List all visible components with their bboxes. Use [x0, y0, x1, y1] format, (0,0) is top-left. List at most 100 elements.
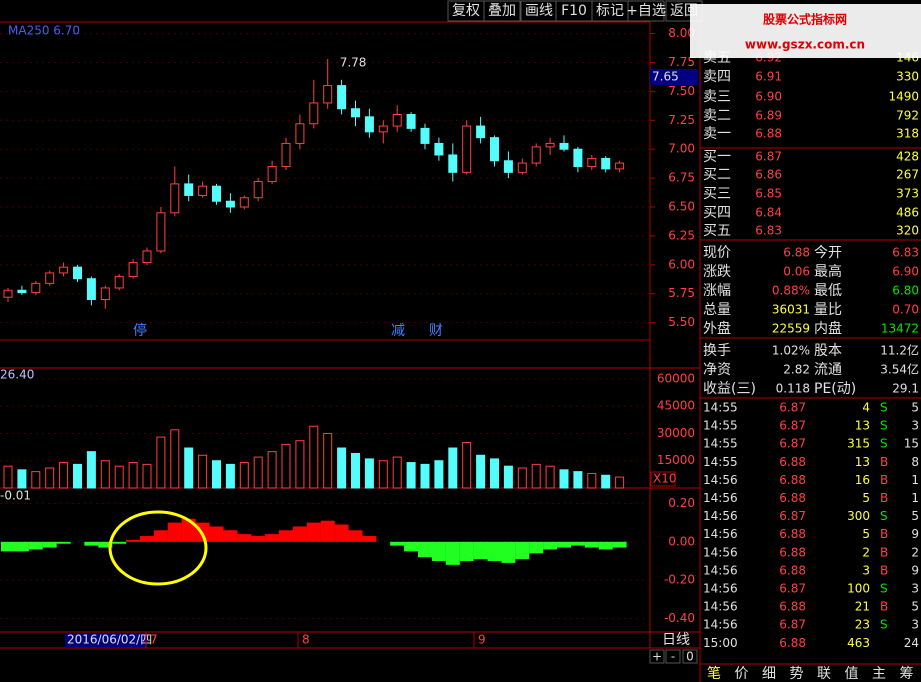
y-tick-label: 45000 [657, 399, 695, 413]
book-side: 买一 [703, 149, 731, 165]
watermark-title: 股票公式指标网 [763, 12, 847, 27]
y-tick-label: 0.20 [668, 496, 695, 510]
trade-volume: 3 [862, 563, 870, 577]
zoom-button[interactable] [665, 649, 681, 664]
book-volume: 373 [896, 187, 919, 201]
panel-tab[interactable]: 细 [762, 666, 776, 682]
trade-extra: 5 [911, 401, 919, 415]
toolbar-label[interactable]: +自选 [626, 3, 666, 19]
macd-bar [529, 541, 544, 554]
panel-tab[interactable]: 值 [845, 666, 859, 682]
zoom-button[interactable] [649, 649, 665, 664]
quote-value: 29.1 [892, 382, 919, 396]
toolbar-button[interactable] [627, 0, 665, 22]
trade-price: 6.88 [779, 600, 806, 614]
panel-tab[interactable]: 价 [735, 666, 749, 682]
volume-bar [434, 460, 444, 489]
toolbar-label[interactable]: 画线 [525, 3, 553, 19]
trade-side: B [880, 455, 888, 469]
macd-bar [612, 541, 627, 548]
macd-bar [557, 541, 571, 548]
macd-bar [501, 541, 516, 563]
book-price: 6.88 [755, 127, 782, 141]
volume-bar [351, 452, 360, 489]
panel-tab[interactable]: 联 [817, 666, 831, 682]
zoom-label[interactable]: 0 [686, 650, 694, 664]
candle-body [503, 160, 513, 173]
quote-label: 换手 [703, 342, 731, 359]
trade-time: 14:56 [703, 618, 738, 632]
volume-bar [212, 460, 221, 489]
candle-body [253, 181, 263, 199]
zoom-label[interactable]: - [671, 650, 675, 664]
toolbar-label[interactable]: 复权 [452, 2, 480, 19]
volume-bar [184, 447, 194, 489]
trade-volume: 463 [847, 636, 870, 650]
trade-side: B [880, 545, 888, 559]
toolbar-button[interactable] [483, 0, 521, 22]
volume-bar [59, 462, 69, 489]
volume-bar [100, 460, 110, 489]
trade-price: 6.87 [779, 419, 806, 433]
quote-label: 内盘 [814, 320, 842, 337]
trade-extra: 3 [911, 419, 919, 433]
candle-body [364, 116, 374, 133]
toolbar-label[interactable]: F10 [561, 3, 587, 19]
trade-side: S [880, 437, 888, 451]
macd-bar [584, 541, 599, 548]
volume-bar [531, 463, 541, 489]
quote-label: 流通 [814, 362, 842, 378]
quote-label: 外盘 [703, 320, 731, 337]
zoom-button[interactable] [682, 649, 698, 664]
trade-extra: 24 [904, 636, 919, 650]
macd-bar [445, 541, 460, 565]
book-side: 买三 [703, 186, 731, 202]
macd-bar [98, 541, 113, 548]
trade-volume: 5 [862, 527, 870, 541]
candle-body [239, 197, 249, 208]
trade-price: 6.88 [779, 527, 806, 541]
trade-volume: 16 [855, 473, 870, 487]
candle-body [420, 127, 430, 144]
volume-bar [73, 463, 82, 489]
trade-time: 14:56 [703, 582, 738, 596]
y-tick-label: 8.00 [668, 26, 695, 40]
macd-bar [1, 541, 15, 552]
macd-bar [167, 522, 182, 542]
panel-tab[interactable]: 势 [790, 666, 804, 682]
toolbar-label[interactable]: 叠加 [488, 3, 516, 19]
macd-bar [251, 536, 266, 542]
panel-tab[interactable]: 筹 [900, 665, 914, 682]
panel-tab[interactable]: 主 [872, 666, 886, 682]
quote-value: 36031 [772, 303, 810, 317]
quote-value: 3.54亿 [880, 362, 919, 377]
trade-time: 14:56 [703, 600, 738, 614]
volume-bar [406, 462, 416, 489]
candle-body [378, 125, 388, 133]
quote-label: 量比 [814, 302, 842, 318]
trade-side: B [880, 527, 888, 541]
quote-value: 6.80 [892, 284, 919, 298]
candle-body [587, 157, 597, 168]
macd-bar [404, 541, 419, 552]
trade-side: S [880, 401, 888, 415]
candle-body [156, 212, 166, 252]
event-marker: 减 [391, 323, 405, 339]
book-volume: 428 [896, 150, 919, 164]
trade-volume: 21 [855, 600, 870, 614]
book-price: 6.85 [755, 187, 782, 201]
toolbar-label[interactable]: 标记 [596, 3, 624, 19]
panel-tab[interactable]: 笔 [707, 666, 721, 682]
candle-body [114, 275, 124, 289]
zoom-label[interactable]: + [652, 650, 662, 664]
macd-bar [28, 541, 43, 550]
candle-body [45, 272, 55, 284]
book-volume: 792 [896, 109, 919, 123]
y-tick-label: 6.25 [668, 228, 695, 242]
current-price: 7.65 [652, 70, 679, 84]
quote-value: 1.02% [772, 344, 810, 358]
book-side: 买四 [703, 205, 731, 221]
volume-bar [392, 456, 402, 489]
book-price: 6.89 [755, 109, 782, 123]
book-price: 6.91 [755, 70, 782, 84]
